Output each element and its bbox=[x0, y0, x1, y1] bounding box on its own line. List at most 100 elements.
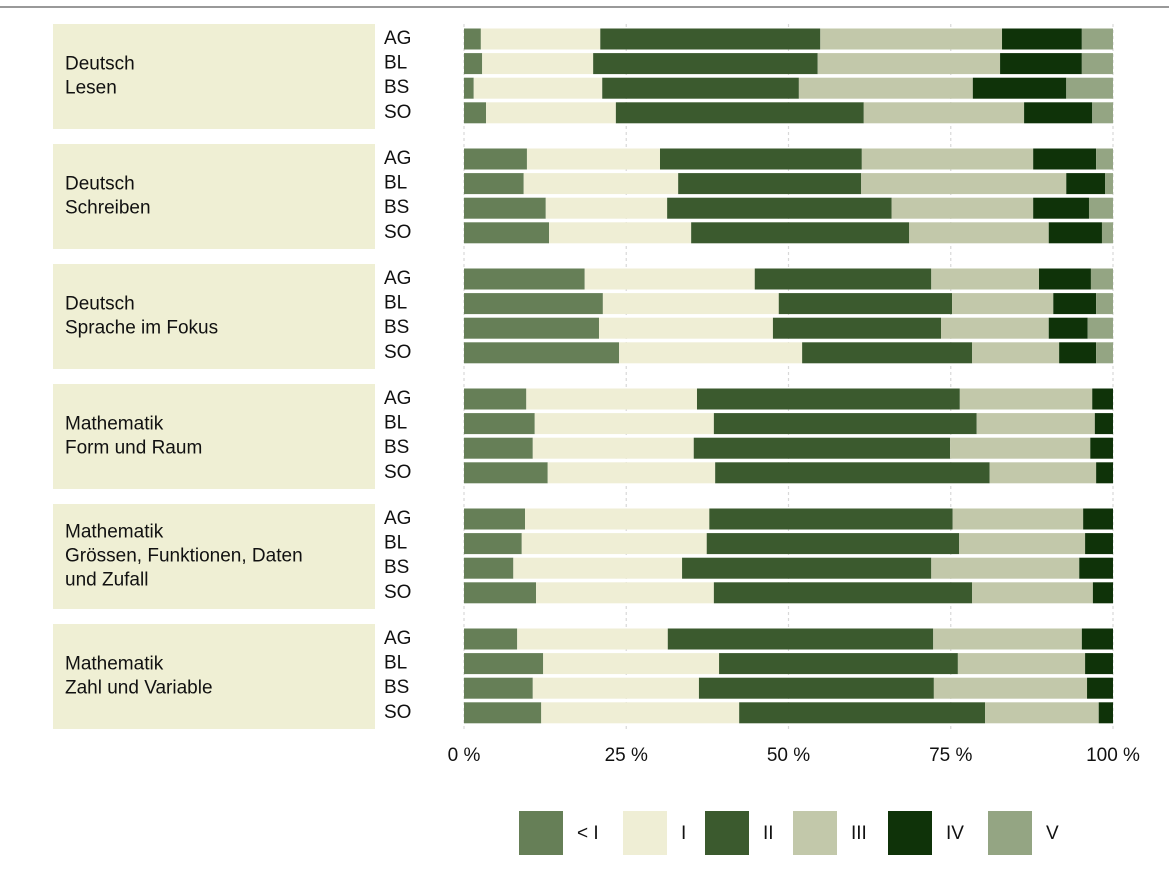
bar-segment bbox=[1081, 628, 1113, 650]
bar-segment bbox=[950, 437, 1091, 459]
bar-segment bbox=[719, 653, 958, 675]
bar-segment bbox=[709, 508, 953, 530]
panel-label: Deutsch bbox=[65, 174, 135, 195]
legend-label: III bbox=[851, 823, 867, 844]
bar-segment bbox=[798, 77, 973, 99]
bar-segment bbox=[861, 173, 1067, 195]
legend-label: IV bbox=[946, 823, 964, 844]
bar-segment bbox=[1092, 388, 1113, 410]
bar-segment bbox=[952, 508, 1084, 530]
bar-segment bbox=[541, 702, 740, 724]
panel-label: Schreiben bbox=[65, 198, 151, 219]
bar-segment bbox=[1039, 268, 1091, 290]
panel-label: Lesen bbox=[65, 78, 117, 99]
y-tick-label: AG bbox=[384, 268, 411, 289]
bar-segment bbox=[545, 197, 668, 219]
y-tick-label: SO bbox=[384, 702, 411, 723]
bar-segment bbox=[526, 148, 660, 170]
bar-segment bbox=[464, 653, 544, 675]
bar-segment bbox=[513, 557, 683, 579]
bar-segment bbox=[602, 293, 779, 315]
bar-segment bbox=[972, 342, 1060, 364]
bar-segment bbox=[549, 222, 692, 244]
bar-segment bbox=[464, 268, 585, 290]
bar-segment bbox=[802, 342, 973, 364]
x-tick-label: 50 % bbox=[767, 745, 810, 766]
legend-label: V bbox=[1046, 823, 1059, 844]
bar-segment bbox=[464, 317, 599, 339]
bar-segment bbox=[891, 197, 1034, 219]
bar-segment bbox=[693, 437, 951, 459]
bar-segment bbox=[1087, 317, 1113, 339]
y-tick-label: BL bbox=[384, 653, 407, 674]
bar-segment bbox=[521, 533, 707, 555]
bar-segment bbox=[464, 582, 537, 604]
panel-label: Mathematik bbox=[65, 522, 164, 543]
panel-label-box bbox=[53, 624, 375, 729]
y-tick-label: BS bbox=[384, 197, 409, 218]
legend-swatch bbox=[519, 811, 563, 855]
bar-segment bbox=[1096, 462, 1113, 484]
panel-label: Deutsch bbox=[65, 294, 135, 315]
x-tick-label: 100 % bbox=[1086, 745, 1140, 766]
panel-label-box bbox=[53, 264, 375, 369]
bar-segment bbox=[1096, 293, 1113, 315]
bar-segment bbox=[536, 582, 714, 604]
x-tick-label: 75 % bbox=[929, 745, 972, 766]
bar-segment bbox=[1081, 28, 1113, 50]
x-tick-label: 25 % bbox=[605, 745, 648, 766]
bar-segment bbox=[696, 388, 960, 410]
bar-segment bbox=[619, 342, 803, 364]
bar-segment bbox=[1083, 508, 1113, 530]
panel-label: Form und Raum bbox=[65, 438, 202, 459]
y-tick-label: BS bbox=[384, 437, 409, 458]
bar-segment bbox=[1085, 533, 1113, 555]
bar-segment bbox=[464, 677, 533, 699]
bar-segment bbox=[863, 102, 1025, 124]
bar-segment bbox=[941, 317, 1049, 339]
y-tick-label: BL bbox=[384, 533, 407, 554]
y-tick-label: BS bbox=[384, 77, 409, 98]
bar-segment bbox=[933, 628, 1082, 650]
bar-segment bbox=[1101, 222, 1113, 244]
bar-segment bbox=[820, 28, 1003, 50]
bar-segment bbox=[713, 413, 977, 435]
panel-label: und Zufall bbox=[65, 570, 148, 591]
panel-label: Grössen, Funktionen, Daten bbox=[65, 546, 303, 567]
bar-segment bbox=[1033, 148, 1097, 170]
bar-segment bbox=[1088, 197, 1113, 219]
bar-segment bbox=[1002, 28, 1082, 50]
bar-segment bbox=[464, 413, 535, 435]
panel-label: Sprache im Fokus bbox=[65, 318, 218, 339]
bar-segment bbox=[1024, 102, 1093, 124]
bar-segment bbox=[1059, 342, 1097, 364]
bar-segment bbox=[985, 702, 1099, 724]
bar-segment bbox=[480, 28, 601, 50]
legend-swatch bbox=[793, 811, 837, 855]
bar-segment bbox=[464, 508, 526, 530]
bar-segment bbox=[1090, 268, 1113, 290]
bar-segment bbox=[464, 533, 522, 555]
panel-label-box bbox=[53, 384, 375, 489]
panel-label-box bbox=[53, 504, 375, 609]
bar-segment bbox=[598, 317, 773, 339]
y-tick-label: BL bbox=[384, 413, 407, 434]
bar-segment bbox=[667, 197, 892, 219]
y-tick-label: AG bbox=[384, 388, 411, 409]
y-tick-label: AG bbox=[384, 148, 411, 169]
bar-segment bbox=[1066, 173, 1106, 195]
bar-segment bbox=[931, 268, 1040, 290]
bar-segment bbox=[909, 222, 1049, 244]
bar-segment bbox=[464, 462, 548, 484]
bar-segment bbox=[464, 197, 546, 219]
legend-swatch bbox=[705, 811, 749, 855]
bar-segment bbox=[1087, 677, 1113, 699]
bar-segment bbox=[931, 557, 1080, 579]
bar-segment bbox=[972, 582, 1093, 604]
legend-label: I bbox=[681, 823, 686, 844]
bar-segment bbox=[464, 342, 620, 364]
bar-segment bbox=[543, 653, 720, 675]
bar-segment bbox=[1079, 557, 1113, 579]
panel-label-box bbox=[53, 144, 375, 249]
